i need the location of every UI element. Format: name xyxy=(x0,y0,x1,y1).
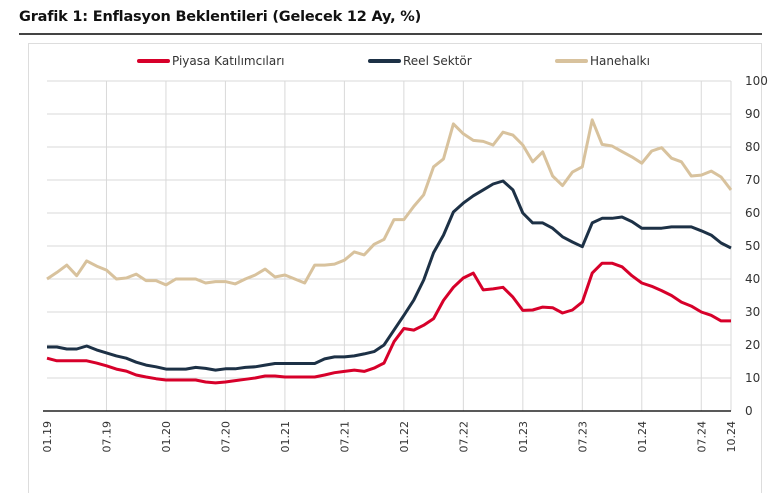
series-line-0 xyxy=(46,261,731,385)
x-tick-label: 10.24 xyxy=(725,421,738,453)
y-tick-label: 20 xyxy=(745,338,760,352)
x-tick-label: 07.22 xyxy=(457,421,470,453)
y-tick-label: 70 xyxy=(745,173,760,187)
x-tick-label: 01.24 xyxy=(636,421,649,453)
legend-swatch xyxy=(555,59,588,63)
legend-item-piyasa: Piyasa Katılımcıları xyxy=(137,54,284,68)
legend-label: Reel Sektör xyxy=(403,54,472,68)
legend-label: Hanehalkı xyxy=(590,54,650,68)
legend-item-reel: Reel Sektör xyxy=(368,54,472,68)
legend-swatch xyxy=(137,59,170,63)
x-tick-label: 07.24 xyxy=(695,421,708,453)
y-tick-label: 30 xyxy=(745,305,760,319)
y-tick-label: 80 xyxy=(745,140,760,154)
x-tick-label: 01.21 xyxy=(279,421,292,453)
x-tick-label: 01.23 xyxy=(517,421,530,453)
chart-frame xyxy=(28,43,762,493)
y-tick-label: 90 xyxy=(745,107,760,121)
x-tick-label: 07.21 xyxy=(338,421,351,453)
y-tick-label: 50 xyxy=(745,239,760,253)
title-underline xyxy=(19,33,762,35)
y-tick-label: 10 xyxy=(745,371,760,385)
x-tick-label: 07.20 xyxy=(219,421,232,453)
x-tick-label: 01.19 xyxy=(41,421,54,453)
x-tick-label: 07.23 xyxy=(576,421,589,453)
x-tick-label: 01.20 xyxy=(160,421,173,453)
y-tick-label: 40 xyxy=(745,272,760,286)
x-tick-label: 01.22 xyxy=(398,421,411,453)
legend-item-hanehalki: Hanehalkı xyxy=(555,54,650,68)
y-tick-label: 60 xyxy=(745,206,760,220)
legend-label: Piyasa Katılımcıları xyxy=(172,54,285,68)
series-line-2 xyxy=(46,118,733,287)
legend-swatch xyxy=(368,59,401,63)
y-tick-label: 0 xyxy=(745,404,753,418)
chart-title: Grafik 1: Enflasyon Beklentileri (Gelece… xyxy=(19,9,422,25)
y-tick-label: 100 xyxy=(745,74,768,88)
series-line-1 xyxy=(47,179,732,372)
x-tick-label: 07.19 xyxy=(100,421,113,453)
